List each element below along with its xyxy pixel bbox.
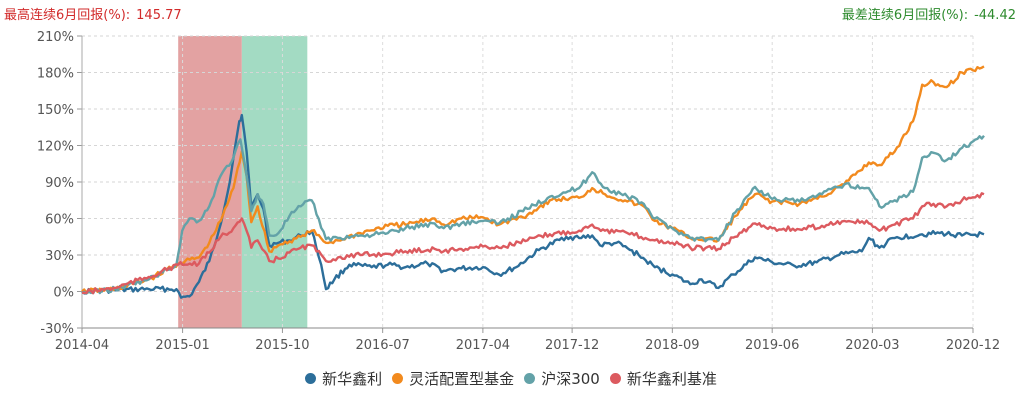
legend-item[interactable]: 新华鑫利基准 xyxy=(609,368,717,389)
x-tick-label: 2015-01 xyxy=(155,338,209,353)
y-tick-label: 120% xyxy=(37,140,74,155)
max-return-label: 最高连续6月回报(%): 145.77 xyxy=(4,4,182,23)
legend-marker xyxy=(609,373,621,384)
x-tick-label: 2018-09 xyxy=(645,338,699,353)
min-return-label: 最差连续6月回报(%): -44.42 xyxy=(842,4,1016,23)
y-tick-label: 60% xyxy=(45,213,74,228)
x-tick-label: 2020-12 xyxy=(946,338,1000,353)
legend-item[interactable]: 新华鑫利 xyxy=(305,368,382,389)
legend-label: 灵活配置型基金 xyxy=(409,370,515,388)
y-tick-label: 180% xyxy=(37,67,74,82)
legend-marker xyxy=(305,373,317,384)
legend: 新华鑫利 灵活配置型基金 沪深300 新华鑫利基准 xyxy=(0,368,1022,389)
legend-item[interactable]: 灵活配置型基金 xyxy=(392,368,514,389)
x-tick-label: 2015-10 xyxy=(255,338,309,353)
series-line-3 xyxy=(81,135,985,295)
x-tick-label: 2016-07 xyxy=(355,338,409,353)
x-tick-label: 2017-12 xyxy=(545,338,599,353)
y-tick-label: 210% xyxy=(37,30,74,45)
min-return-text: 最差连续6月回报(%): xyxy=(841,8,969,23)
legend-label: 沪深300 xyxy=(541,370,600,388)
x-tick-label: 2020-03 xyxy=(845,338,899,353)
axes: -30% 0% 30% 60% 90% 120% 150% 180% 210% 2014-04 20… xyxy=(37,30,1000,353)
y-tick-label: -30% xyxy=(40,322,74,337)
series-line-4 xyxy=(81,192,985,295)
series-line-2 xyxy=(81,65,985,294)
max-return-value: 145.77 xyxy=(136,8,182,23)
x-tick-label: 2014-04 xyxy=(55,338,109,353)
series-lines xyxy=(81,65,985,299)
min-return-value: -44.42 xyxy=(974,8,1016,23)
y-tick-label: 0% xyxy=(53,286,74,301)
max-return-text: 最高连续6月回报(%): xyxy=(4,8,131,23)
x-tick-label: 2017-04 xyxy=(456,338,510,353)
legend-marker xyxy=(524,373,536,384)
x-tick-label: 2019-06 xyxy=(745,338,799,353)
y-tick-label: 150% xyxy=(37,103,74,118)
legend-marker xyxy=(392,373,404,384)
legend-label: 新华鑫利 xyxy=(322,370,383,388)
legend-label: 新华鑫利基准 xyxy=(626,370,717,388)
y-tick-label: 90% xyxy=(45,176,74,191)
y-tick-label: 30% xyxy=(45,249,74,264)
legend-item[interactable]: 沪深300 xyxy=(524,368,600,389)
